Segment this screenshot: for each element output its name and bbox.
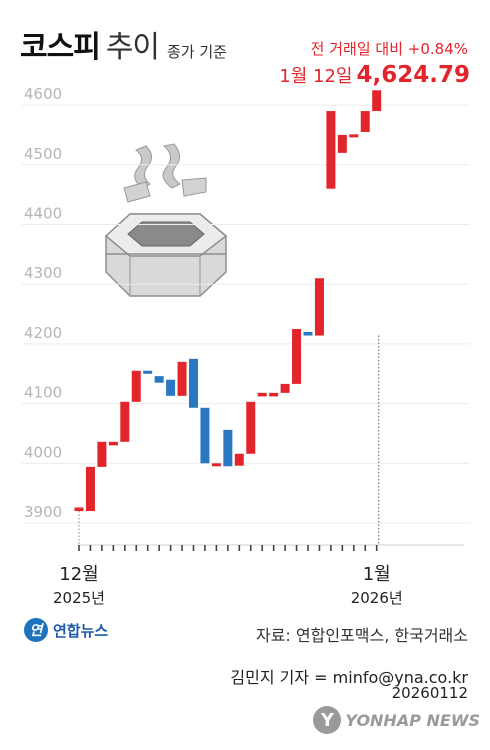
candle bbox=[200, 407, 210, 464]
candle bbox=[211, 463, 221, 467]
y-tick-label: 3900 bbox=[24, 503, 62, 521]
steaming-pot-icon-part bbox=[123, 181, 151, 203]
candle bbox=[223, 429, 233, 467]
candle bbox=[246, 401, 256, 454]
reporter-text: 김민지 기자 = minfo@yna.co.kr bbox=[230, 668, 468, 687]
candle bbox=[234, 453, 244, 466]
candle bbox=[326, 111, 336, 189]
source-text: 자료: 연합인포맥스, 한국거래소 bbox=[255, 626, 468, 645]
candle bbox=[97, 441, 107, 467]
candle bbox=[85, 466, 95, 512]
date-code: 20260112 bbox=[391, 684, 468, 702]
candle bbox=[74, 507, 84, 512]
steaming-pot-icon-part bbox=[181, 177, 207, 197]
yonhap-watermark-text: YONHAP NEWS bbox=[345, 710, 480, 730]
y-tick-label: 4300 bbox=[24, 264, 62, 282]
y-tick-label: 4500 bbox=[24, 145, 62, 163]
title-main: 코스피 bbox=[20, 30, 101, 65]
candle bbox=[314, 278, 324, 336]
candle bbox=[257, 392, 267, 397]
yonhap-logo-text: 연합뉴스 bbox=[53, 621, 109, 640]
y-tick-label: 4200 bbox=[24, 324, 62, 342]
candle bbox=[177, 361, 187, 396]
candle bbox=[292, 328, 302, 384]
candle bbox=[143, 370, 153, 374]
yonhap-watermark-icon: Y bbox=[313, 706, 342, 734]
steaming-pot-icon-part bbox=[127, 221, 205, 247]
change-label: 전 거래일 대비 +0.84% bbox=[310, 40, 468, 58]
title-sub: 추이 bbox=[105, 30, 160, 65]
candle bbox=[166, 379, 176, 396]
candle bbox=[189, 358, 198, 408]
yonhap-logo: 연 연합뉴스 bbox=[24, 618, 108, 642]
candle bbox=[360, 111, 370, 132]
y-tick-label: 4000 bbox=[24, 443, 62, 461]
x-tick-year-label: 2026년 bbox=[351, 589, 403, 607]
latest-value: 4,624.79 bbox=[356, 62, 471, 88]
steaming-pot-icon-part bbox=[162, 143, 181, 189]
x-tick-year-label: 2025년 bbox=[53, 589, 105, 607]
candle bbox=[372, 90, 382, 112]
title-note: 종가 기준 bbox=[167, 43, 227, 61]
candle bbox=[349, 134, 359, 138]
yonhap-watermark: Y YONHAP NEWS bbox=[313, 706, 480, 734]
latest-date: 1월 12일 bbox=[279, 66, 353, 87]
candle bbox=[269, 392, 279, 397]
y-tick-label: 4400 bbox=[24, 205, 62, 223]
candle bbox=[120, 401, 130, 442]
candle bbox=[154, 376, 164, 383]
candle bbox=[108, 441, 118, 446]
yonhap-logo-icon: 연 bbox=[24, 618, 48, 642]
steaming-pot-icon bbox=[104, 143, 228, 297]
candle bbox=[303, 331, 313, 336]
y-tick-label: 4100 bbox=[24, 384, 62, 402]
chart-title: 코스피 추이 종가 기준 bbox=[20, 22, 227, 66]
steaming-pot-icon-part bbox=[134, 145, 152, 189]
x-tick-month-label: 1월 bbox=[363, 564, 391, 585]
candle bbox=[337, 134, 347, 153]
candle bbox=[280, 383, 290, 393]
candle bbox=[131, 370, 141, 402]
x-tick-month-label: 12월 bbox=[59, 564, 98, 585]
y-tick-label: 4600 bbox=[24, 85, 62, 103]
latest-value-block: 1월 12일 4,624.79 bbox=[279, 62, 470, 88]
